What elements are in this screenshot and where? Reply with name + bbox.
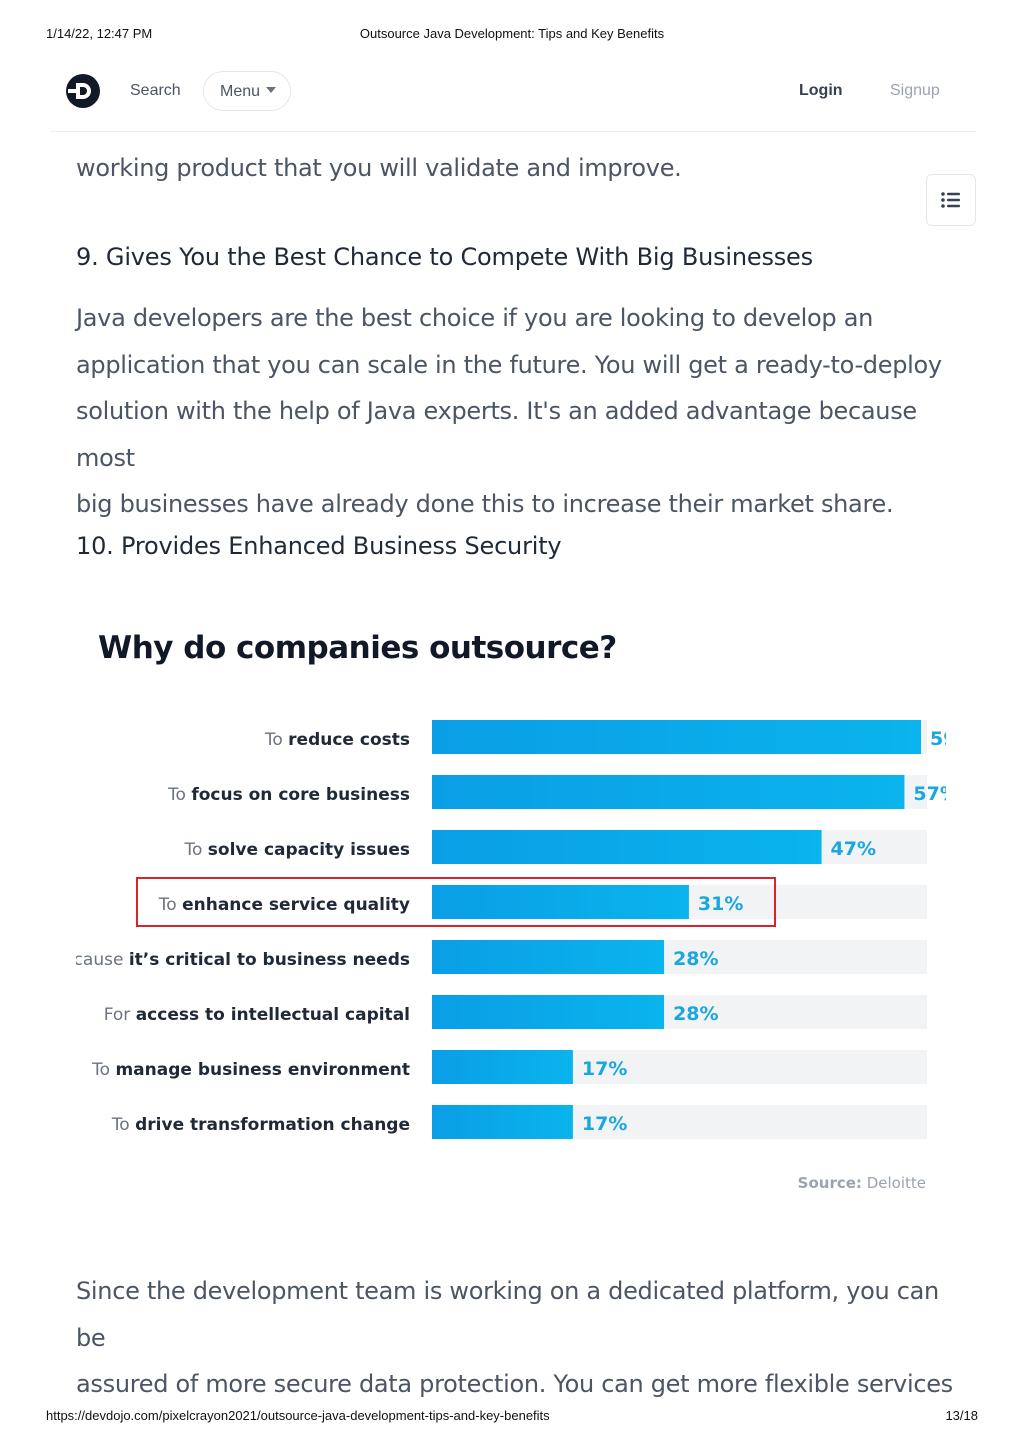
section-heading-10: 10. Provides Enhanced Business Security — [76, 532, 562, 560]
section-9-paragraph: Java developers are the best choice if y… — [76, 295, 956, 528]
signup-link[interactable]: Signup — [890, 82, 940, 99]
bar-category-label: To manage business environment — [91, 1060, 410, 1080]
source-value: Deloitte — [866, 1174, 926, 1192]
devdojo-logo-icon[interactable] — [64, 72, 102, 110]
outsourcing-reasons-chart: Why do companies outsource? 59% To reduce… — [76, 620, 946, 1210]
bar — [432, 1105, 573, 1139]
paragraph-line: assured of more secure data protection. … — [76, 1370, 953, 1398]
bar-value-label: 17% — [582, 1113, 627, 1135]
bar-category-label: For access to intellectual capital — [104, 1005, 410, 1025]
print-url: https://devdojo.com/pixelcrayon2021/outs… — [46, 1408, 550, 1423]
print-page-count: 13/18 — [945, 1408, 978, 1423]
top-navbar: Search Menu Login Signup — [50, 60, 976, 132]
paragraph-line: Since the development team is working on… — [76, 1277, 939, 1352]
menu-button[interactable]: Menu — [203, 71, 291, 111]
bar-value-label: 59% — [930, 728, 946, 750]
print-footer: https://devdojo.com/pixelcrayon2021/outs… — [46, 1408, 978, 1424]
bar — [432, 1050, 573, 1084]
menu-label: Menu — [220, 83, 261, 100]
chart-source: Source: Deloitte — [798, 1174, 926, 1192]
paragraph-line: application that you can scale in the fu… — [76, 350, 942, 379]
bar — [432, 775, 905, 809]
bar-category-label: Because it’s critical to business needs — [76, 950, 410, 970]
print-header: 1/14/22, 12:47 PM Outsource Java Develop… — [46, 26, 978, 42]
bar — [432, 830, 822, 864]
paragraph-line: working product that you will validate a… — [76, 154, 682, 182]
login-link[interactable]: Login — [799, 82, 843, 99]
section-10-paragraph: Since the development team is working on… — [76, 1268, 956, 1408]
paragraph-line: Java developers are the best choice if y… — [76, 304, 874, 332]
caret-down-icon — [266, 86, 277, 93]
partial-paragraph: working product that you will validate a… — [76, 145, 956, 192]
print-date: 1/14/22, 12:47 PM — [46, 26, 153, 41]
bar-value-label: 28% — [673, 948, 718, 970]
bar-category-label: To focus on core business — [167, 785, 410, 805]
bar-category-label: To drive transformation change — [111, 1115, 410, 1135]
bar-value-label: 31% — [698, 893, 743, 915]
bar-value-label: 28% — [673, 1003, 718, 1025]
section-heading-9: 9. Gives You the Best Chance to Compete … — [76, 243, 813, 271]
source-label: Source: — [797, 1174, 862, 1192]
bar — [432, 995, 665, 1029]
table-of-contents-button[interactable] — [926, 174, 976, 226]
paragraph-line: big businesses have already done this to… — [76, 490, 894, 518]
bar — [432, 940, 665, 974]
list-icon — [941, 192, 960, 208]
bar — [432, 885, 689, 919]
bar-value-label: 47% — [831, 838, 876, 860]
bar-category-label: To enhance service quality — [158, 895, 410, 915]
bar-category-label: To solve capacity issues — [183, 840, 410, 860]
print-page-title: Outsource Java Development: Tips and Key… — [359, 26, 665, 41]
bar-value-label: 57% — [913, 783, 946, 805]
bar-chart-svg: 59% To reduce costs 57% To focus on core bu… — [76, 720, 946, 1139]
bar-value-label: 17% — [582, 1058, 627, 1080]
bar-category-label: To reduce costs — [264, 730, 410, 750]
search-link[interactable]: Search — [130, 82, 181, 99]
chart-title: Why do companies outsource? — [98, 630, 617, 666]
highlight-box — [136, 877, 776, 927]
bar — [432, 720, 921, 754]
paragraph-line: solution with the help of Java experts. … — [76, 397, 917, 472]
